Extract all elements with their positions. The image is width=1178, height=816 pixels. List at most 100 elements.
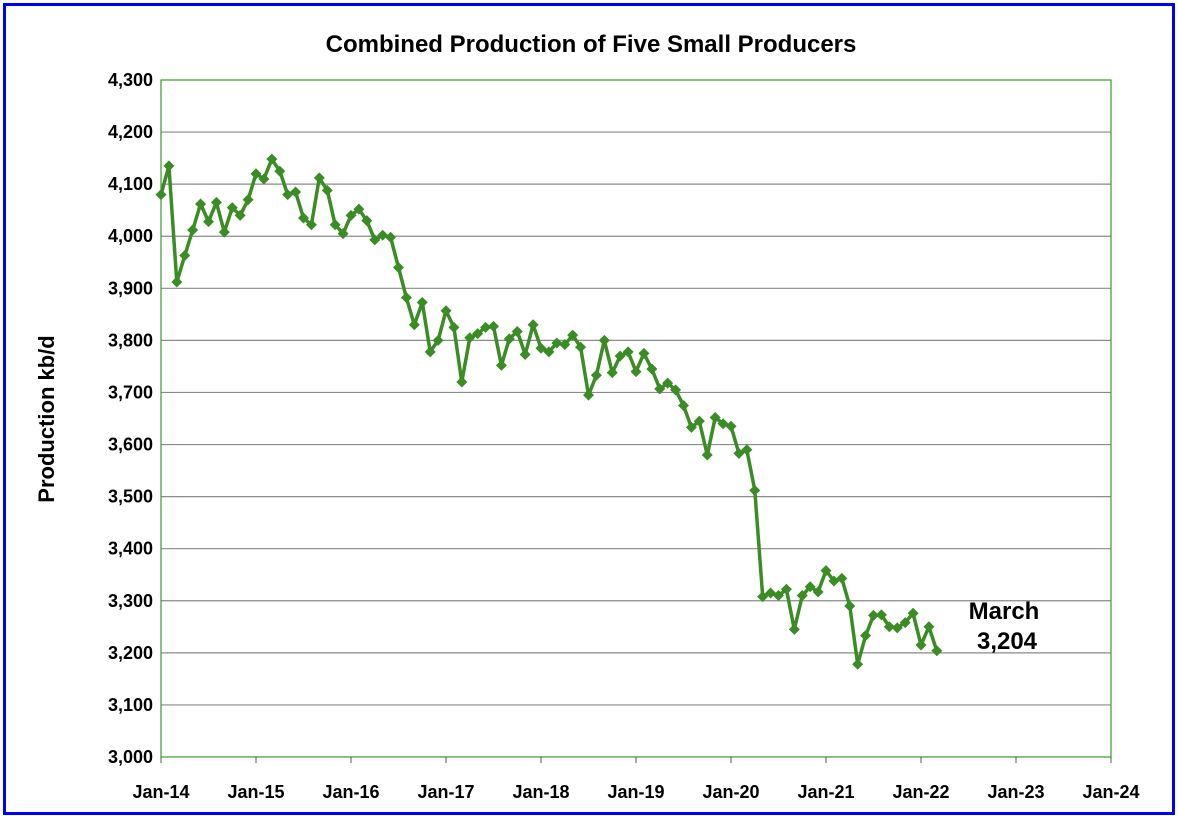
data-point bbox=[654, 383, 666, 395]
y-axis-label: Production kb/d bbox=[34, 335, 59, 502]
data-point bbox=[622, 346, 634, 358]
data-point bbox=[773, 590, 784, 602]
data-point bbox=[868, 609, 879, 621]
data-point bbox=[915, 639, 927, 651]
data-point bbox=[891, 622, 903, 634]
x-tick-label: Jan-15 bbox=[227, 782, 284, 802]
data-point bbox=[377, 229, 389, 241]
y-tick-label: 3,600 bbox=[108, 435, 153, 455]
data-point bbox=[472, 328, 484, 340]
data-point bbox=[298, 212, 309, 224]
y-tick-label: 3,500 bbox=[108, 487, 153, 507]
data-point bbox=[488, 320, 499, 332]
annotation-month: March bbox=[969, 598, 1040, 625]
x-tick-label: Jan-24 bbox=[1082, 782, 1139, 802]
x-tick-label: Jan-16 bbox=[322, 782, 379, 802]
data-point bbox=[606, 367, 618, 379]
y-tick-label: 3,400 bbox=[108, 539, 153, 559]
data-point bbox=[820, 565, 832, 577]
data-point bbox=[519, 348, 531, 360]
data-point bbox=[400, 292, 412, 304]
data-point bbox=[511, 326, 523, 338]
x-tick-label: Jan-22 bbox=[892, 782, 949, 802]
data-point bbox=[234, 209, 246, 221]
data-point bbox=[598, 334, 610, 346]
data-point bbox=[733, 447, 745, 459]
y-tick-label: 4,300 bbox=[108, 70, 153, 90]
data-point bbox=[495, 359, 507, 371]
data-point bbox=[503, 333, 515, 345]
data-point bbox=[361, 215, 373, 227]
annotation-value: 3,204 bbox=[977, 628, 1038, 655]
data-point bbox=[725, 420, 737, 432]
data-point bbox=[179, 249, 191, 261]
data-point bbox=[416, 296, 428, 308]
data-point bbox=[780, 583, 792, 595]
y-tick-label: 3,700 bbox=[108, 382, 153, 402]
data-point bbox=[551, 337, 563, 349]
data-point bbox=[923, 621, 935, 633]
data-point bbox=[646, 363, 658, 375]
data-point bbox=[757, 591, 769, 603]
data-point bbox=[440, 305, 452, 317]
data-point bbox=[662, 377, 674, 389]
y-tick-label: 4,100 bbox=[108, 174, 153, 194]
data-point bbox=[860, 630, 872, 642]
data-point bbox=[353, 203, 365, 215]
production-series bbox=[155, 153, 943, 670]
data-point bbox=[408, 319, 420, 331]
data-point bbox=[883, 621, 895, 633]
data-point bbox=[274, 165, 286, 177]
data-point bbox=[195, 198, 207, 210]
x-tick-label: Jan-21 bbox=[797, 782, 854, 802]
data-point bbox=[290, 186, 302, 198]
data-point bbox=[329, 219, 341, 231]
data-point bbox=[812, 586, 824, 598]
data-point bbox=[226, 202, 238, 214]
y-tick-label: 3,200 bbox=[108, 643, 153, 663]
data-point bbox=[899, 617, 911, 629]
data-point bbox=[875, 609, 887, 621]
x-tick-label: Jan-17 bbox=[417, 782, 474, 802]
data-point bbox=[266, 153, 278, 165]
y-tick-label: 4,000 bbox=[108, 226, 153, 246]
y-tick-label: 3,100 bbox=[108, 695, 153, 715]
plot-area bbox=[160, 79, 1112, 758]
data-point bbox=[385, 231, 397, 243]
data-point bbox=[844, 600, 856, 612]
series-line bbox=[159, 157, 939, 667]
data-point bbox=[448, 321, 460, 333]
chart-title: Combined Production of Five Small Produc… bbox=[326, 31, 857, 58]
data-point bbox=[337, 228, 349, 240]
x-tick-label: Jan-19 bbox=[607, 782, 664, 802]
data-point bbox=[155, 189, 167, 201]
data-point bbox=[187, 224, 199, 236]
y-tick-label: 4,200 bbox=[108, 122, 153, 142]
chart-frame: Combined Production of Five Small Produc… bbox=[3, 3, 1175, 815]
data-point bbox=[796, 590, 808, 602]
y-tick-label: 3,800 bbox=[108, 330, 153, 350]
data-point bbox=[931, 645, 943, 657]
data-point bbox=[543, 346, 555, 358]
data-point bbox=[575, 341, 587, 353]
data-point bbox=[852, 658, 864, 670]
data-point bbox=[678, 399, 689, 411]
data-point bbox=[369, 234, 381, 246]
data-point bbox=[567, 329, 579, 341]
data-point bbox=[203, 216, 214, 228]
data-point bbox=[749, 484, 761, 496]
x-tick-label: Jan-20 bbox=[702, 782, 759, 802]
data-point bbox=[535, 342, 547, 354]
data-point bbox=[590, 369, 602, 381]
data-point bbox=[218, 226, 230, 238]
data-point bbox=[693, 415, 705, 427]
data-point bbox=[741, 444, 753, 456]
data-point bbox=[242, 194, 254, 206]
data-point bbox=[685, 421, 697, 433]
data-point bbox=[210, 196, 222, 208]
data-point bbox=[614, 350, 626, 362]
data-point bbox=[836, 572, 848, 584]
y-tick-label: 3,900 bbox=[108, 278, 153, 298]
data-point bbox=[313, 172, 325, 184]
data-point bbox=[424, 346, 436, 358]
